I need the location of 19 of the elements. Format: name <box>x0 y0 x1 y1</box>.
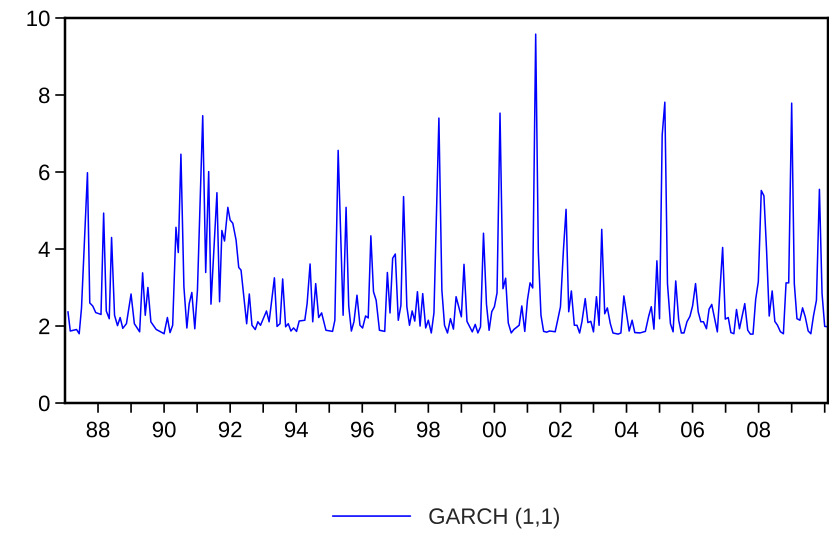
x-tick-label: 92 <box>218 422 242 438</box>
x-tick-label: 90 <box>152 422 176 438</box>
y-tick-label: 0 <box>38 396 50 412</box>
x-tick-label: 88 <box>86 422 110 438</box>
x-tick-label: 04 <box>615 422 638 438</box>
legend-label: GARCH (1,1) <box>429 508 559 528</box>
y-tick-label: 6 <box>39 164 50 180</box>
x-tick-label: 00 <box>482 422 506 438</box>
x-tick-label: 02 <box>548 422 572 438</box>
line-series <box>67 33 828 335</box>
y-tick-label: 4 <box>38 242 50 258</box>
x-tick-label: 94 <box>284 422 308 438</box>
x-tick-label: 98 <box>417 422 440 438</box>
x-tick-label: 96 <box>350 422 374 438</box>
x-tick-label: 08 <box>747 422 770 438</box>
x-tick-label: 06 <box>681 422 704 438</box>
y-tick-label: 8 <box>39 88 50 104</box>
y-tick-label: 2 <box>39 318 50 334</box>
y-tick-label: 10 <box>27 10 50 26</box>
